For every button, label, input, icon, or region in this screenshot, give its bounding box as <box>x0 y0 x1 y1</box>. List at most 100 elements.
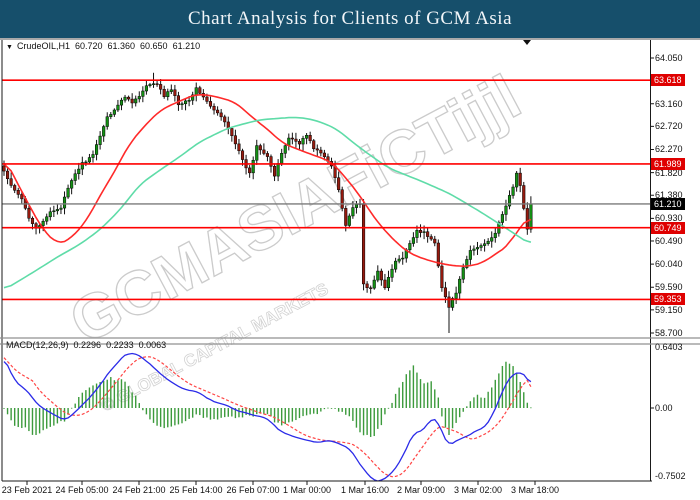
macd-histogram-value: 0.0063 <box>138 340 167 350</box>
macd-histogram-bar <box>95 383 98 408</box>
macd-histogram-bar <box>491 387 493 408</box>
macd-signal-line <box>3 356 532 478</box>
symbol-dropdown-icon[interactable]: ▼ <box>6 44 13 51</box>
macd-histogram-bar <box>494 379 496 408</box>
candle-body <box>2 165 6 172</box>
candle-body <box>251 159 255 174</box>
macd-histogram-bar <box>280 408 283 426</box>
candle-body <box>184 100 188 105</box>
candle-body <box>155 83 159 85</box>
candle-body <box>219 112 223 118</box>
candle-body <box>483 243 487 246</box>
chart-shift-marker-icon[interactable] <box>523 40 531 45</box>
candle-body <box>426 231 430 237</box>
macd-histogram-bar <box>434 389 436 408</box>
macd-histogram-bar <box>352 408 354 421</box>
candle-body <box>490 237 494 242</box>
macd-histogram-bar <box>238 408 240 418</box>
level-price-badge: 61.989 <box>651 157 685 170</box>
candle-body <box>52 210 56 213</box>
macd-histogram-bar <box>42 408 44 431</box>
candle-body <box>465 259 469 268</box>
candle-body <box>248 167 252 174</box>
candle-body <box>372 279 376 289</box>
ohlc-high: 61.360 <box>107 41 136 51</box>
level-price-badge: 59.353 <box>651 293 685 306</box>
macd-histogram-bar <box>519 381 521 408</box>
candle-body <box>383 279 387 289</box>
candle-body <box>500 214 504 223</box>
macd-histogram-bar <box>248 408 251 416</box>
macd-histogram-bar <box>156 408 158 426</box>
watermark: GCMASIAFiCTijjl © GLOBAL CAPITAL MARKETS <box>59 62 533 416</box>
macd-histogram-bar <box>227 408 229 417</box>
candle-body <box>59 207 63 210</box>
macd-histogram-bar <box>74 403 76 408</box>
macd-main-line <box>3 352 532 481</box>
macd-histogram-bar <box>21 408 23 429</box>
macd-histogram-bar <box>234 408 237 419</box>
macd-histogram-bar <box>323 408 326 410</box>
macd-min-label: -0.7502 <box>655 470 686 481</box>
macd-histogram-bar <box>78 396 80 408</box>
price-tick-label: 63.160 <box>655 98 683 109</box>
candle-body <box>6 170 10 179</box>
candle-body <box>415 230 419 238</box>
candle-body <box>347 215 351 226</box>
candle-body <box>429 236 433 240</box>
price-tick-label: 61.380 <box>655 190 683 201</box>
macd-histogram-bar <box>423 383 425 408</box>
candle-body <box>48 211 52 218</box>
candle-body <box>518 172 522 186</box>
macd-histogram-bar <box>177 408 180 425</box>
macd-histogram-bar <box>373 408 375 437</box>
macd-histogram-bar <box>224 408 226 418</box>
candle-body <box>262 149 266 154</box>
macd-histogram-bar <box>167 408 169 428</box>
macd-histogram-bar <box>184 408 187 422</box>
candle-body <box>493 232 497 238</box>
candle-body <box>340 189 344 209</box>
candle-body <box>30 217 35 224</box>
level-price-badge: 60.749 <box>651 221 685 234</box>
macd-histogram-bar <box>106 379 108 408</box>
macd-histogram-bar <box>348 408 351 417</box>
candle-body <box>166 91 170 97</box>
macd-histogram-bar <box>142 408 144 411</box>
macd-histogram-bar <box>60 408 62 422</box>
macd-histogram-bar <box>231 408 233 417</box>
macd-histogram-bar <box>409 370 411 408</box>
candle-body <box>80 162 84 170</box>
candle-body <box>173 89 177 96</box>
macd-histogram-bar <box>487 391 489 408</box>
macd-histogram-bar <box>298 408 301 419</box>
candle-body <box>319 149 323 154</box>
macd-histogram-bar <box>120 379 123 408</box>
candle-body <box>290 137 294 140</box>
candle-body <box>148 84 152 87</box>
macd-histogram-bar <box>46 408 48 429</box>
candle-body <box>105 116 109 127</box>
candle-body <box>144 85 148 92</box>
macd-histogram-bar <box>355 408 358 428</box>
candle-body <box>418 230 423 233</box>
candle-body <box>91 154 95 158</box>
price-tick-label: 62.270 <box>655 144 683 155</box>
macd-histogram-bar <box>320 408 322 412</box>
candle-body <box>276 163 280 177</box>
candle-body <box>273 166 277 177</box>
macd-histogram-bar <box>270 408 272 417</box>
time-tick-label: 1 Mar 16:00 <box>340 485 390 495</box>
chart-frame <box>0 39 700 485</box>
candle-body <box>208 101 213 107</box>
macd-histogram-bar <box>199 408 201 416</box>
macd-histogram-bar <box>277 408 279 423</box>
macd-histogram-bar <box>252 408 254 417</box>
candle-body <box>230 128 234 136</box>
title-bar: Chart Analysis for Clients of GCM Asia <box>0 0 700 38</box>
candle-body <box>308 135 312 141</box>
macd-histogram-bar <box>241 408 244 418</box>
candle-body <box>458 278 462 294</box>
symbol-name[interactable]: CrudeOIL,H1 <box>16 41 70 51</box>
